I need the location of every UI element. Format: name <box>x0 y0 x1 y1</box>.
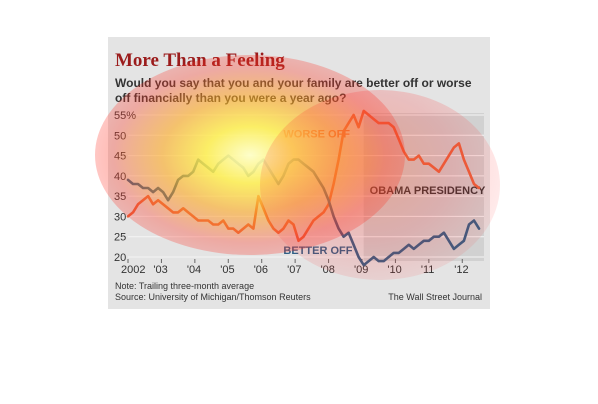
source-credit: Source: University of Michigan/Thomson R… <box>115 292 311 302</box>
series-annotation: WORSE OFF <box>283 128 350 140</box>
y-tick-label: 20 <box>114 252 126 264</box>
y-tick-label: 40 <box>114 171 126 183</box>
x-tick-label: '09 <box>354 264 368 276</box>
x-tick-label: '11 <box>421 264 435 276</box>
publisher-credit: The Wall Street Journal <box>388 292 482 302</box>
x-tick-label: '10 <box>387 264 401 276</box>
x-tick-label: '08 <box>321 264 335 276</box>
y-tick-label: 50 <box>114 130 126 142</box>
x-tick-label: 2002 <box>121 264 145 276</box>
y-tick-label: 35 <box>114 191 126 203</box>
x-tick-label: '06 <box>254 264 268 276</box>
x-tick-label: '05 <box>220 264 234 276</box>
y-tick-label: 30 <box>114 211 126 223</box>
x-tick-label: '04 <box>187 264 201 276</box>
footnote: Note: Trailing three-month average <box>115 281 255 291</box>
x-tick-label: '03 <box>153 264 167 276</box>
y-tick-label: 25 <box>114 232 126 244</box>
x-tick-label: '12 <box>454 264 468 276</box>
y-tick-label: 45 <box>114 151 126 163</box>
y-tick-label: 55% <box>114 110 136 122</box>
series-annotation: BETTER OFF <box>283 245 352 257</box>
obama-presidency-label: OBAMA PRESIDENCY <box>370 185 486 197</box>
x-tick-label: '07 <box>287 264 301 276</box>
